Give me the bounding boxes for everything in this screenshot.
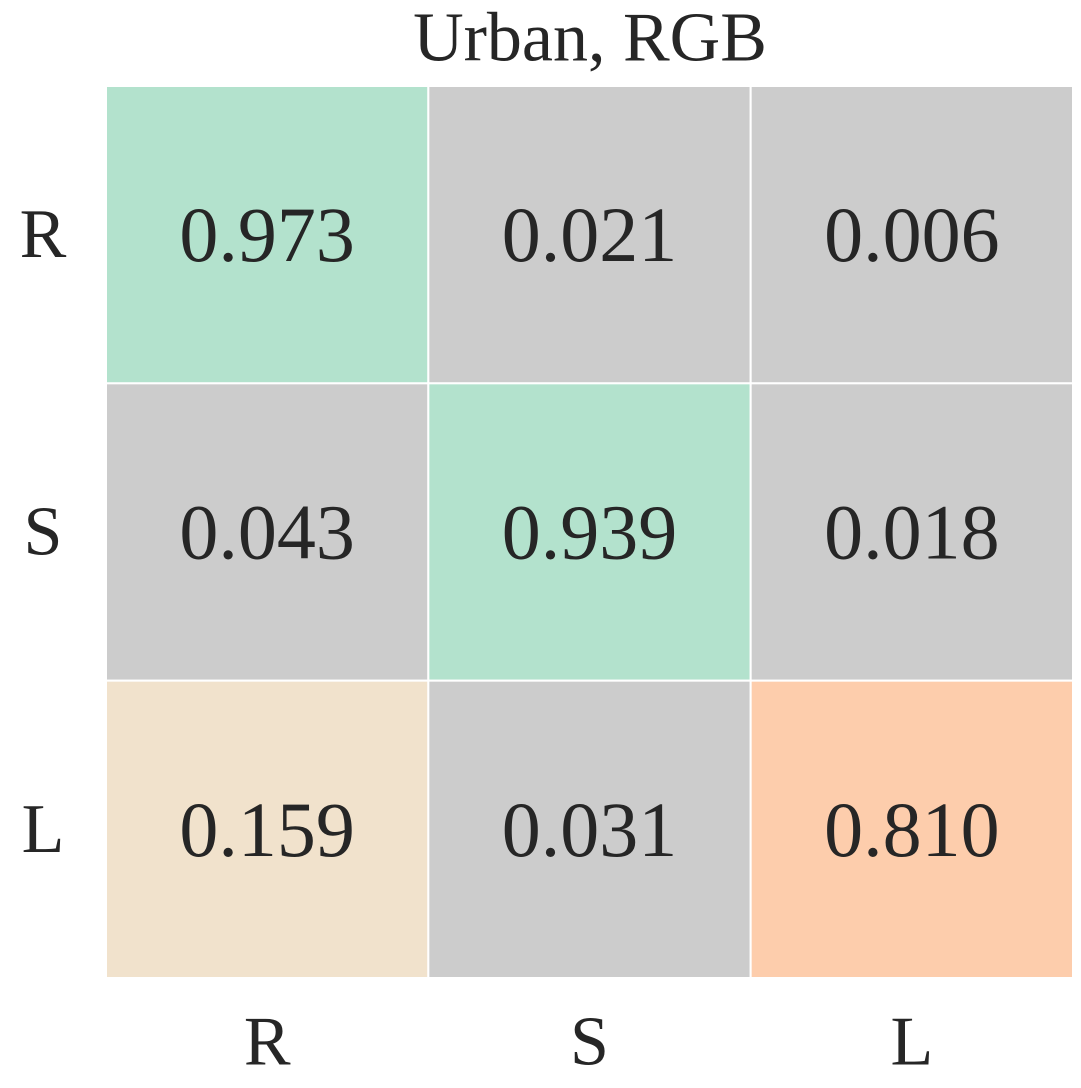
cell-label: 0.006 <box>824 191 1000 278</box>
heatmap-cell <box>105 679 430 980</box>
x-tick-label: S <box>570 1004 609 1081</box>
x-tick-label: R <box>244 1004 291 1081</box>
y-tick-label: R <box>20 196 67 273</box>
heatmap-cell <box>749 85 1075 385</box>
cell-label: 0.159 <box>179 786 355 873</box>
heatmap-cell <box>427 382 752 682</box>
cell-label: 0.018 <box>824 489 1000 576</box>
cell-label: 0.043 <box>179 489 355 576</box>
y-tick-label: L <box>22 791 65 868</box>
heatmap-cell <box>105 85 430 385</box>
x-tick-label: L <box>890 1004 933 1081</box>
cell-label: 0.939 <box>502 489 678 576</box>
heatmap-cell <box>427 85 752 385</box>
cell-label: 0.810 <box>824 786 1000 873</box>
chart-title: Urban, RGB <box>413 0 767 77</box>
heatmap-cell <box>105 382 430 682</box>
heatmap-cell <box>749 679 1075 980</box>
cell-label: 0.973 <box>179 191 355 278</box>
heatmap-cell <box>427 679 752 980</box>
heatmap-cell <box>749 382 1075 682</box>
cell-label: 0.021 <box>502 191 678 278</box>
cell-label: 0.031 <box>502 786 678 873</box>
y-tick-label: S <box>24 494 63 571</box>
